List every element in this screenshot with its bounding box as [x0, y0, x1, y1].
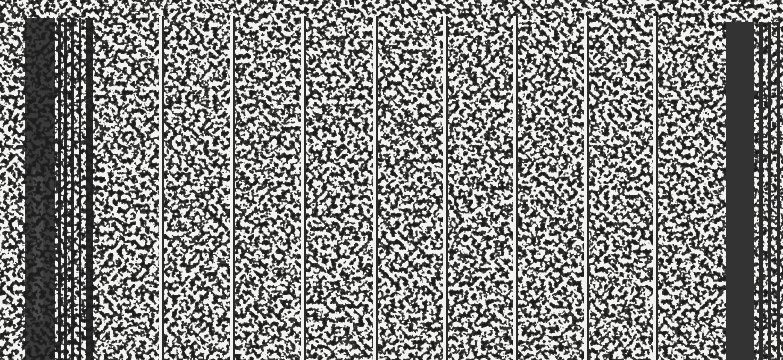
- start-bar-shade: [33, 170, 43, 320]
- column-gap: [230, 16, 233, 360]
- stop-line: [777, 22, 780, 360]
- column-gaps: [159, 16, 656, 360]
- start-line: [86, 18, 93, 360]
- stop-line: [759, 22, 763, 360]
- column-gap: [301, 16, 304, 360]
- stop-line: [768, 22, 771, 360]
- data-modules: [97, 16, 722, 360]
- column-gap: [373, 16, 376, 360]
- start-line: [71, 18, 74, 360]
- column-rule: [233, 16, 235, 360]
- column-gap: [513, 16, 516, 360]
- column-gap: [159, 16, 162, 360]
- column-rule: [376, 16, 378, 360]
- column-rule: [656, 16, 658, 360]
- column-rule: [162, 16, 164, 360]
- start-line: [79, 18, 81, 360]
- column-rule: [304, 16, 306, 360]
- column-rule: [587, 16, 589, 360]
- column-gap: [443, 16, 446, 360]
- start-line: [64, 18, 67, 360]
- column-rule: [446, 16, 448, 360]
- column-gap: [653, 16, 656, 360]
- column-rules: [162, 16, 658, 360]
- column-gap: [584, 16, 587, 360]
- column-rule: [516, 16, 518, 360]
- start-line: [58, 18, 61, 360]
- stop-bar: [726, 22, 754, 360]
